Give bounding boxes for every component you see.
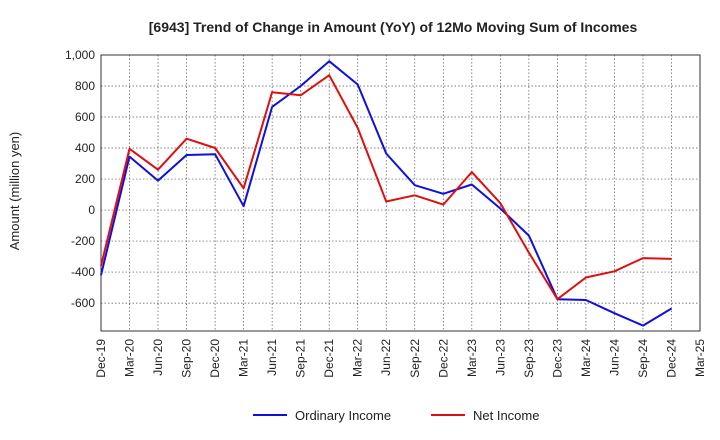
legend-label: Ordinary Income (295, 408, 391, 423)
x-tick-label: Dec-20 (208, 339, 222, 378)
y-tick-label: 0 (88, 203, 95, 217)
y-tick-label: 200 (75, 172, 95, 186)
x-tick-label: Dec-23 (550, 339, 564, 378)
y-tick-label: -200 (71, 234, 95, 248)
x-tick-label: Mar-25 (693, 339, 707, 377)
x-tick-label: Sep-22 (408, 339, 422, 378)
x-tick-label: Dec-21 (322, 339, 336, 378)
x-tick-label: Jun-21 (265, 339, 279, 376)
plot-frame (100, 54, 701, 332)
y-tick-label: 1,000 (65, 48, 95, 62)
series-line-net-income (100, 74, 672, 301)
x-tick-label: Jun-23 (493, 339, 507, 376)
x-tick-label: Sep-23 (522, 339, 536, 378)
y-tick-label: 600 (75, 110, 95, 124)
x-tick-label: Sep-21 (294, 339, 308, 378)
y-tick-label: -400 (71, 265, 95, 279)
axes: Dec-19 Mar-20 Jun-20 Sep-20 Dec-20 Mar-21 Jun-… (65, 48, 707, 378)
x-tick-label: Jun-22 (379, 339, 393, 376)
chart-title: [6943] Trend of Change in Amount (YoY) o… (149, 19, 638, 35)
x-tick-label: Dec-22 (436, 339, 450, 378)
grid-lines (101, 55, 700, 331)
y-axis-label: Amount (million yen) (7, 132, 22, 251)
x-tick-label: Mar-23 (465, 339, 479, 377)
legend-label: Net Income (473, 408, 539, 423)
x-tick-label: Mar-24 (579, 339, 593, 377)
x-tick-label: Dec-24 (664, 339, 678, 378)
x-tick-label: Mar-20 (123, 339, 137, 377)
x-tick-label: Dec-19 (94, 339, 108, 378)
x-tick-label: Jun-20 (151, 339, 165, 376)
x-tick-label: Sep-24 (636, 339, 650, 378)
y-tick-label: 400 (75, 141, 95, 155)
x-tick-label: Mar-21 (237, 339, 251, 377)
x-tick-label: Jun-24 (607, 339, 621, 376)
y-tick-label: 800 (75, 79, 95, 93)
y-tick-label: -600 (71, 296, 95, 310)
x-tick-label: Mar-22 (351, 339, 365, 377)
x-tick-label: Sep-20 (180, 339, 194, 378)
series-lines (100, 60, 673, 327)
series-line-ordinary-income (100, 60, 673, 327)
legend: Ordinary Income Net Income (253, 408, 539, 423)
